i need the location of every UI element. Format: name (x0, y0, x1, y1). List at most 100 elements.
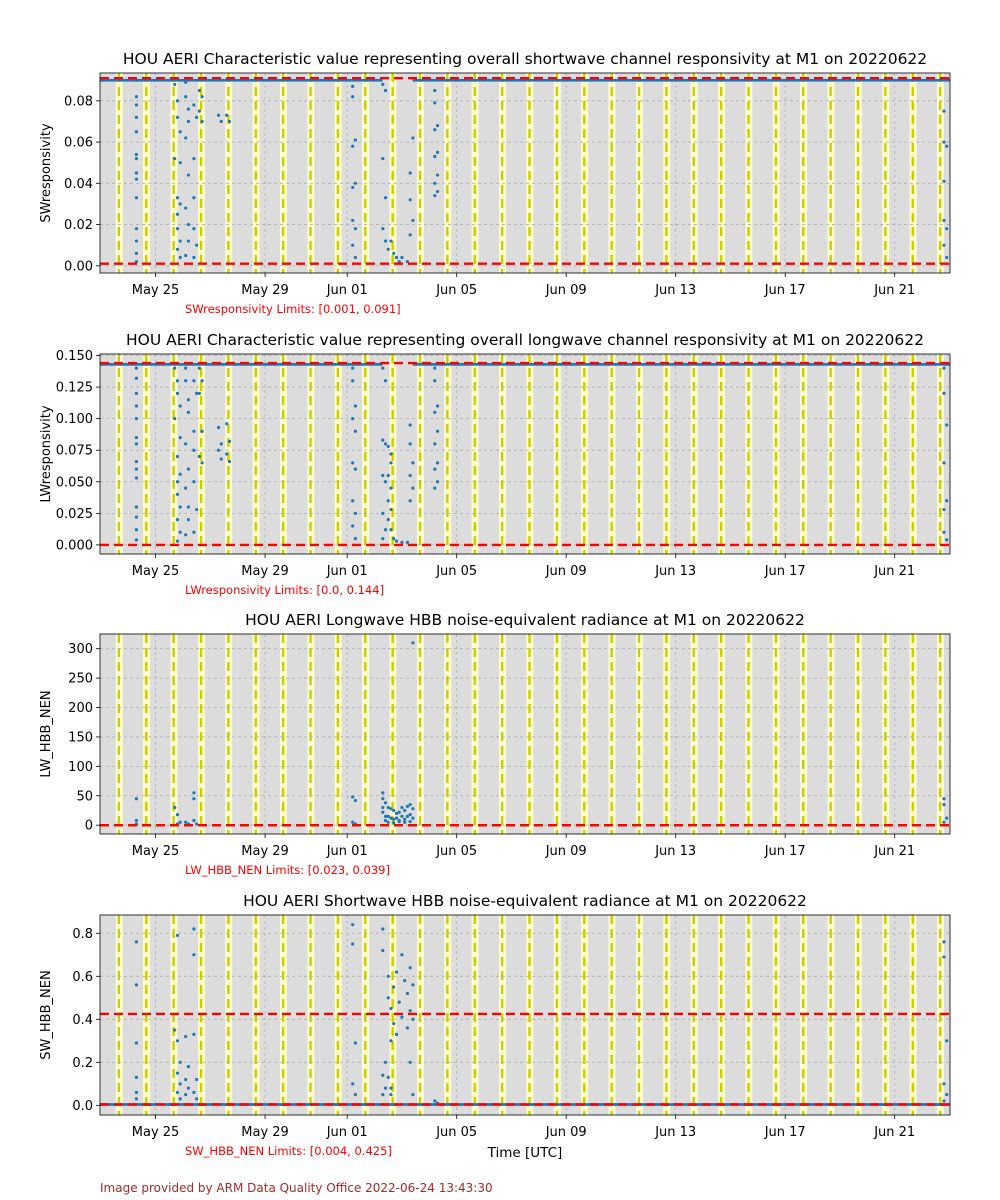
day-band (785, 354, 801, 554)
day-band (456, 634, 472, 834)
day-band (150, 915, 156, 1115)
day-band (374, 354, 390, 554)
y-tick-label: 0.075 (56, 444, 93, 459)
data-point (344, 78, 348, 82)
data-point (668, 1102, 672, 1106)
data-point (353, 138, 358, 142)
x-tick-label: Jun 09 (545, 283, 587, 298)
data-point (769, 78, 773, 82)
data-point (105, 78, 109, 82)
data-point (225, 113, 229, 117)
data-point (184, 1077, 188, 1082)
data-point (390, 1102, 394, 1106)
data-point (942, 366, 946, 370)
data-point (903, 78, 907, 82)
data-point (811, 78, 815, 82)
day-band (286, 73, 293, 273)
data-point (208, 1102, 212, 1106)
data-point (408, 473, 412, 478)
data-point (679, 78, 683, 82)
data-point (411, 641, 415, 645)
data-point (381, 536, 385, 541)
data-point (837, 78, 841, 82)
data-point (127, 78, 131, 82)
data-point (192, 818, 196, 823)
data-point (942, 218, 946, 223)
x-tick-label: May 25 (132, 283, 180, 298)
data-point (624, 78, 628, 82)
day-band (730, 354, 746, 554)
data-point (659, 78, 663, 82)
data-point (173, 1028, 177, 1032)
data-point (165, 362, 169, 366)
data-point (305, 362, 309, 366)
data-point (134, 152, 139, 157)
day-band (839, 634, 856, 834)
data-point (756, 78, 760, 82)
day-band (237, 73, 253, 273)
day-band (977, 634, 992, 834)
data-point (219, 119, 223, 124)
data-point (922, 362, 926, 366)
data-point (716, 78, 720, 82)
data-point (865, 78, 869, 82)
data-point (557, 362, 561, 366)
data-point (561, 78, 565, 82)
data-point (465, 78, 469, 82)
data-point (178, 820, 182, 824)
x-tick-label: May 25 (132, 564, 180, 579)
day-band (150, 73, 156, 273)
data-point (618, 78, 622, 82)
data-point (197, 454, 201, 459)
data-point (876, 78, 880, 82)
day-band (807, 915, 813, 1115)
data-point (351, 461, 355, 465)
data-point (149, 78, 153, 82)
data-point (320, 1102, 324, 1106)
data-point (167, 362, 171, 366)
day-band (703, 634, 719, 834)
data-point (435, 480, 440, 484)
day-band (588, 634, 594, 834)
data-point (235, 362, 239, 366)
data-point (616, 78, 620, 82)
day-band (922, 634, 938, 834)
data-point (627, 1102, 631, 1106)
day-band (478, 354, 485, 554)
data-point (484, 78, 488, 82)
data-point (351, 243, 355, 247)
data-point (922, 78, 926, 82)
data-point (353, 227, 358, 231)
data-point (405, 260, 410, 264)
data-point (909, 362, 913, 366)
data-point (786, 78, 790, 82)
day-band (451, 354, 457, 554)
day-band (286, 634, 293, 834)
data-point (364, 78, 368, 82)
day-band (724, 354, 731, 554)
data-point (175, 539, 180, 543)
data-point (278, 78, 282, 82)
data-point (885, 78, 889, 82)
data-point (826, 78, 830, 82)
data-point (101, 78, 105, 82)
data-point (381, 791, 385, 795)
data-point (633, 78, 637, 82)
data-point (270, 78, 274, 82)
data-point (815, 78, 819, 82)
data-point (221, 362, 225, 366)
data-point (351, 942, 355, 946)
x-tick-label: Jun 09 (545, 1125, 587, 1140)
data-point (400, 805, 404, 810)
data-point (416, 362, 420, 366)
data-point (894, 1102, 898, 1106)
day-band (429, 73, 445, 273)
data-point (192, 156, 196, 161)
data-point (646, 78, 650, 82)
day-band (511, 354, 527, 554)
data-point (134, 177, 139, 181)
day-band (642, 634, 649, 834)
y-tick-label: 0.02 (64, 218, 93, 233)
data-point (543, 1102, 547, 1106)
footer-credit: Image provided by ARM Data Quality Offic… (100, 1181, 493, 1195)
